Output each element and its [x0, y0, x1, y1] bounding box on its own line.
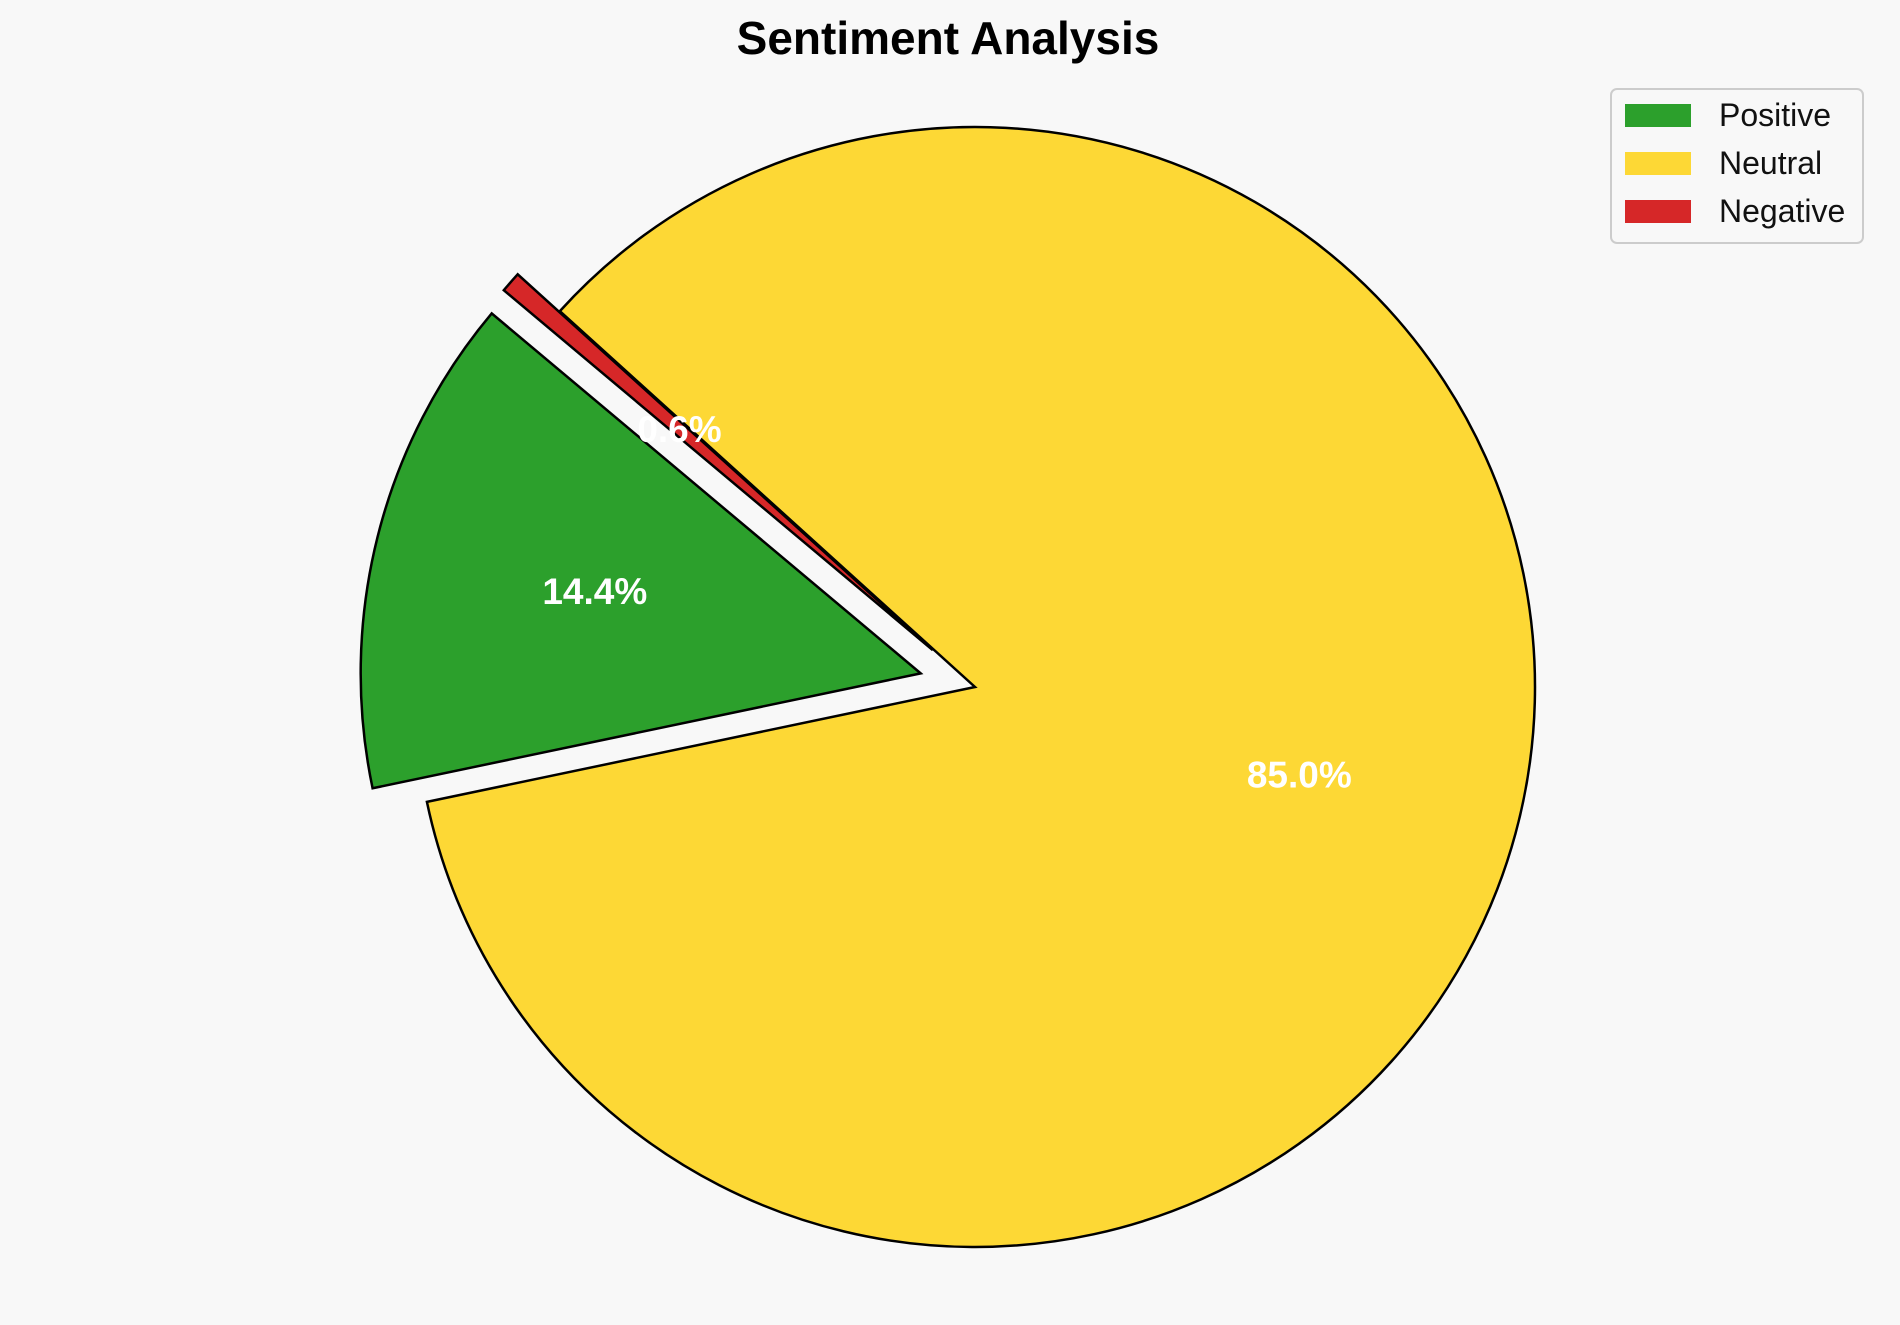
- chart-title: Sentiment Analysis: [737, 12, 1160, 64]
- legend-swatch-negative: [1625, 200, 1691, 223]
- legend-label-negative: Negative: [1719, 193, 1845, 229]
- legend-label-neutral: Neutral: [1719, 145, 1822, 181]
- pie-slice-neutral: [425, 125, 1537, 1249]
- legend: Positive Neutral Negative: [1610, 88, 1864, 244]
- slice-label-positive: 14.4%: [542, 571, 647, 612]
- pie-slice-negative: [502, 272, 934, 652]
- slice-label-neutral: 85.0%: [1247, 754, 1352, 795]
- pie-slice-positive: [359, 311, 924, 790]
- legend-swatch-positive: [1625, 104, 1691, 127]
- legend-entries: Positive Neutral Negative: [1625, 97, 1845, 229]
- slice-label-negative: 0.6%: [637, 409, 721, 450]
- legend-swatch-neutral: [1625, 152, 1691, 175]
- legend-label-positive: Positive: [1719, 97, 1831, 133]
- pie-slices: [359, 125, 1537, 1249]
- pie-slice-labels: 14.4% 85.0% 0.6%: [542, 409, 1351, 795]
